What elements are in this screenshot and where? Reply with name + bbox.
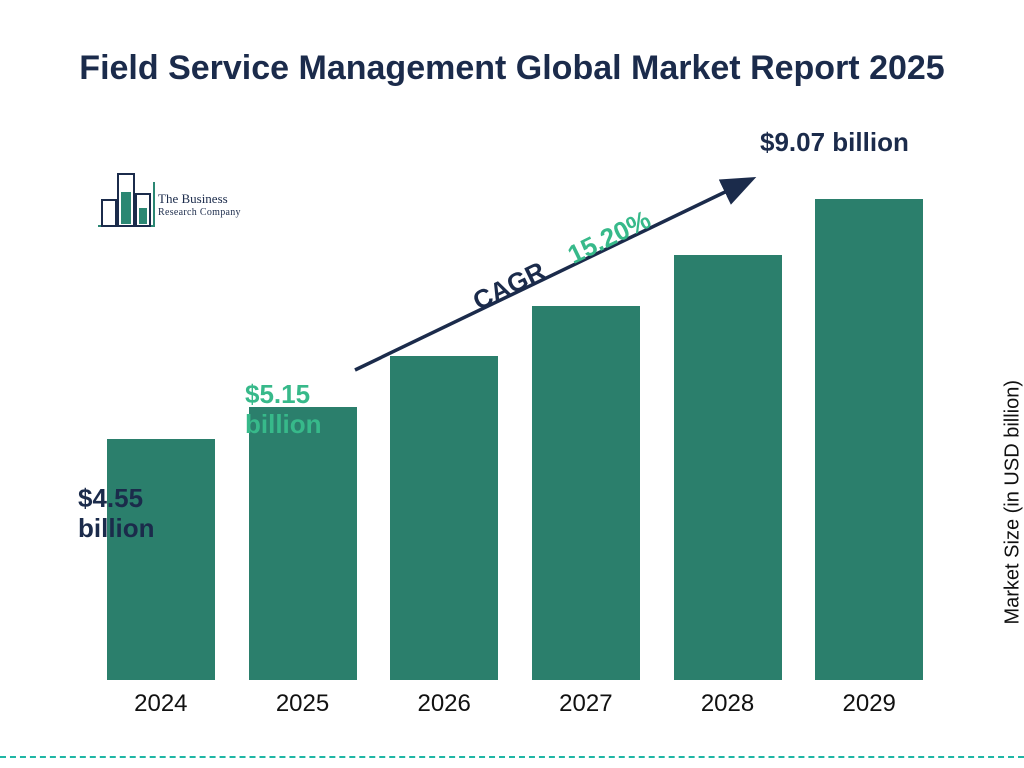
bar bbox=[390, 356, 498, 680]
x-axis-tick-label: 2026 bbox=[373, 690, 515, 718]
x-axis-tick-label: 2029 bbox=[798, 690, 940, 718]
x-axis-tick-label: 2024 bbox=[90, 690, 232, 718]
callout-2024-unit: billion bbox=[78, 514, 155, 544]
cagr-arrow-icon bbox=[345, 175, 765, 395]
bar bbox=[107, 439, 215, 680]
x-axis-tick-label: 2028 bbox=[657, 690, 799, 718]
callout-2024-value: $4.55 bbox=[78, 484, 155, 514]
bar bbox=[249, 407, 357, 680]
callout-2024: $4.55 billion bbox=[78, 484, 155, 544]
x-axis-tick-label: 2027 bbox=[515, 690, 657, 718]
callout-2029: $9.07 billion bbox=[760, 128, 909, 158]
bottom-divider bbox=[0, 756, 1024, 758]
chart-canvas: Field Service Management Global Market R… bbox=[0, 0, 1024, 768]
chart-title: Field Service Management Global Market R… bbox=[0, 47, 1024, 90]
x-axis-tick-label: 2025 bbox=[232, 690, 374, 718]
bar bbox=[815, 199, 923, 680]
callout-2025: $5.15 billion bbox=[245, 380, 322, 440]
callout-2025-value: $5.15 bbox=[245, 380, 322, 410]
bar-slot bbox=[798, 150, 940, 680]
y-axis-label: Market Size (in USD billion) bbox=[1002, 380, 1024, 625]
cagr-annotation: CAGR 15.20% bbox=[345, 175, 765, 395]
callout-2025-unit: billion bbox=[245, 410, 322, 440]
x-axis-labels: 202420252026202720282029 bbox=[90, 690, 940, 718]
bar-slot bbox=[90, 150, 232, 680]
